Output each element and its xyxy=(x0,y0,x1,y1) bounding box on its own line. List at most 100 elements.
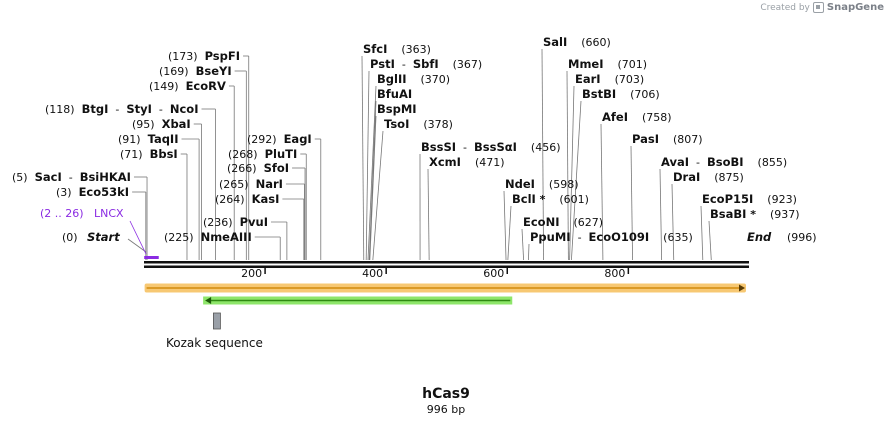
site-position: (363) xyxy=(387,43,431,56)
enzyme-name: Eco53kI xyxy=(79,185,130,199)
site-position: (370) xyxy=(407,73,451,86)
site-label-tsoI[interactable]: TsoI (378) xyxy=(384,117,453,131)
site-label-eco53kI[interactable]: (3) Eco53kI xyxy=(56,185,129,199)
leader-ndeI xyxy=(503,190,507,261)
site-label-bclI[interactable]: BclI * (601) xyxy=(512,192,589,206)
enzyme-name: SbfI xyxy=(413,57,439,71)
site-position: (378) xyxy=(409,118,453,131)
enzyme-name: BsoBI xyxy=(707,155,744,169)
site-label-btgI[interactable]: (118) BtgI - StyI - NcoI xyxy=(45,102,198,116)
leader-pasI xyxy=(630,145,633,261)
leader-draI xyxy=(671,183,675,261)
leader-bspMI xyxy=(369,115,377,261)
enzyme-name: SacI xyxy=(35,170,62,184)
hcas9-cds-feature[interactable] xyxy=(144,283,747,293)
site-label-mmeI[interactable]: MmeI (701) xyxy=(568,57,647,71)
site-label-ndeI[interactable]: NdeI (598) xyxy=(505,177,579,191)
site-position: (225) xyxy=(164,231,201,244)
site-position: (169) xyxy=(159,65,196,78)
site-label-xcmI[interactable]: XcmI (471) xyxy=(429,155,505,169)
svg-text:BspMI: BspMI xyxy=(377,102,417,116)
site-label-sfcI[interactable]: SfcI (363) xyxy=(363,42,431,56)
leader-earI xyxy=(569,85,575,261)
site-position: (71) xyxy=(120,148,150,161)
site-label-bglII[interactable]: BglII (370) xyxy=(377,72,450,86)
enzyme-name: SfoI xyxy=(264,161,289,175)
site-position: (236) xyxy=(203,216,240,229)
site-label-bseYI[interactable]: (169) BseYI xyxy=(159,64,232,78)
start-position: (0) xyxy=(62,231,78,244)
orf-feature[interactable] xyxy=(203,296,513,305)
site-label-bsaBI[interactable]: BsaBI * (937) xyxy=(710,207,800,221)
site-label-kasI[interactable]: (264) KasI xyxy=(215,192,279,206)
ruler-ticks: 200 400 600 800 xyxy=(241,267,630,280)
svg-text:BclI * (601): BclI * (601) xyxy=(512,192,589,206)
site-label-ecoRV[interactable]: (149) EcoRV xyxy=(149,79,226,93)
site-label-eagI[interactable]: (292) EagI xyxy=(247,132,312,146)
site-label-bstBI[interactable]: BstBI (706) xyxy=(582,87,660,101)
leader-ppuMI xyxy=(528,243,530,261)
site-label-earI[interactable]: EarI (703) xyxy=(575,72,644,86)
site-separator: - xyxy=(456,141,474,154)
site-label-nmeAIII[interactable]: (225) NmeAIII xyxy=(164,230,252,244)
svg-text:BsaBI * (937): BsaBI * (937) xyxy=(710,207,800,221)
site-label-salI[interactable]: SalI (660) xyxy=(543,35,611,49)
site-position: (660) xyxy=(567,36,611,49)
svg-text:(265) NarI: (265) NarI xyxy=(219,177,283,191)
enzyme-name: TaqII xyxy=(148,132,179,146)
primer-lncx[interactable] xyxy=(144,256,159,259)
site-separator: - xyxy=(395,58,413,71)
svg-text:(95) XbaI: (95) XbaI xyxy=(132,117,191,131)
site-label-narI[interactable]: (265) NarI xyxy=(219,177,283,191)
enzyme-name: EcoNI xyxy=(523,215,559,229)
site-label-pspFI[interactable]: (173) PspFI xyxy=(168,49,240,63)
kozak-sequence-label: Kozak sequence xyxy=(166,336,263,350)
enzyme-name: NmeAIII xyxy=(201,230,252,244)
svg-text:(71) BbsI: (71) BbsI xyxy=(120,147,178,161)
svg-text:(292) EagI: (292) EagI xyxy=(247,132,312,146)
site-label-taqII[interactable]: (91) TaqII xyxy=(118,132,179,146)
site-label-xbaI[interactable]: (95) XbaI xyxy=(132,117,191,131)
site-label-ecoP15I[interactable]: EcoP15I (923) xyxy=(702,192,797,206)
site-label-sacI[interactable]: (5) SacI - BsiHKAI xyxy=(12,170,131,184)
site-label-bssSI[interactable]: BssSI - BssSαI (456) xyxy=(421,140,561,154)
site-label-draI[interactable]: DraI (875) xyxy=(673,170,744,184)
enzyme-name: BbsI xyxy=(150,147,178,161)
site-label-pvuI[interactable]: (236) PvuI xyxy=(203,215,268,229)
site-label-bfuAI[interactable]: BfuAI xyxy=(377,87,412,101)
kozak-sequence-feature[interactable] xyxy=(213,312,221,330)
site-position: (706) xyxy=(616,88,660,101)
site-label-bspMI[interactable]: BspMI xyxy=(377,102,417,116)
svg-text:BssSI - BssSαI (456): BssSI - BssSαI (456) xyxy=(421,140,561,154)
svg-text:(118) BtgI - StyI - NcoI: (118) BtgI - StyI - NcoI xyxy=(45,102,198,116)
site-label-pasI[interactable]: PasI (807) xyxy=(632,132,703,146)
site-label-ppuMI[interactable]: PpuMI - EcoO109I (635) xyxy=(530,230,693,244)
site-label-ecoNI[interactable]: EcoNI (627) xyxy=(523,215,603,229)
site-label-pstI[interactable]: PstI - SbfI (367) xyxy=(370,57,482,71)
site-label-pluTI[interactable]: (268) PluTI xyxy=(228,147,297,161)
enzyme-name: PluTI xyxy=(265,147,298,161)
site-label-sfoI[interactable]: (266) SfoI xyxy=(227,161,289,175)
enzyme-name: EcoO109I xyxy=(589,230,650,244)
enzyme-name: XcmI xyxy=(429,155,461,169)
svg-text:AfeI (758): AfeI (758) xyxy=(602,110,672,124)
svg-text:(264) KasI: (264) KasI xyxy=(215,192,279,206)
svg-text:(5) SacI - BsiHKAI: (5) SacI - BsiHKAI xyxy=(12,170,131,184)
svg-text:(236) PvuI: (236) PvuI xyxy=(203,215,268,229)
enzyme-name: StyI xyxy=(126,102,152,116)
enzyme-name: PspFI xyxy=(205,49,240,63)
site-label-avaI[interactable]: AvaI - BsoBI (855) xyxy=(661,155,787,169)
site-position: (292) xyxy=(247,133,284,146)
enzyme-name: BssSαI xyxy=(474,140,517,154)
site-separator: - xyxy=(571,231,589,244)
orf-arrow-head xyxy=(205,297,212,304)
site-label-afeI[interactable]: AfeI (758) xyxy=(602,110,672,124)
enzyme-name: AfeI xyxy=(602,110,628,124)
svg-text:PpuMI - EcoO109I (635): PpuMI - EcoO109I (635) xyxy=(530,230,693,244)
site-separator: - xyxy=(62,171,80,184)
snapgene-logo-icon xyxy=(812,2,824,13)
site-label-bbsI[interactable]: (71) BbsI xyxy=(120,147,178,161)
svg-text:(225) NmeAIII: (225) NmeAIII xyxy=(164,230,252,244)
site-position: (598) xyxy=(535,178,579,191)
